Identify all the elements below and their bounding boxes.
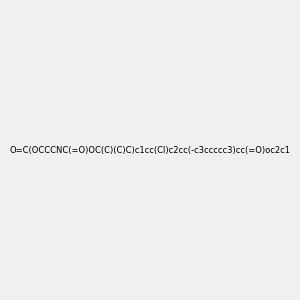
Text: O=C(OCCCNC(=O)OC(C)(C)C)c1cc(Cl)c2cc(-c3ccccc3)cc(=O)oc2c1: O=C(OCCCNC(=O)OC(C)(C)C)c1cc(Cl)c2cc(-c3… <box>10 146 290 154</box>
